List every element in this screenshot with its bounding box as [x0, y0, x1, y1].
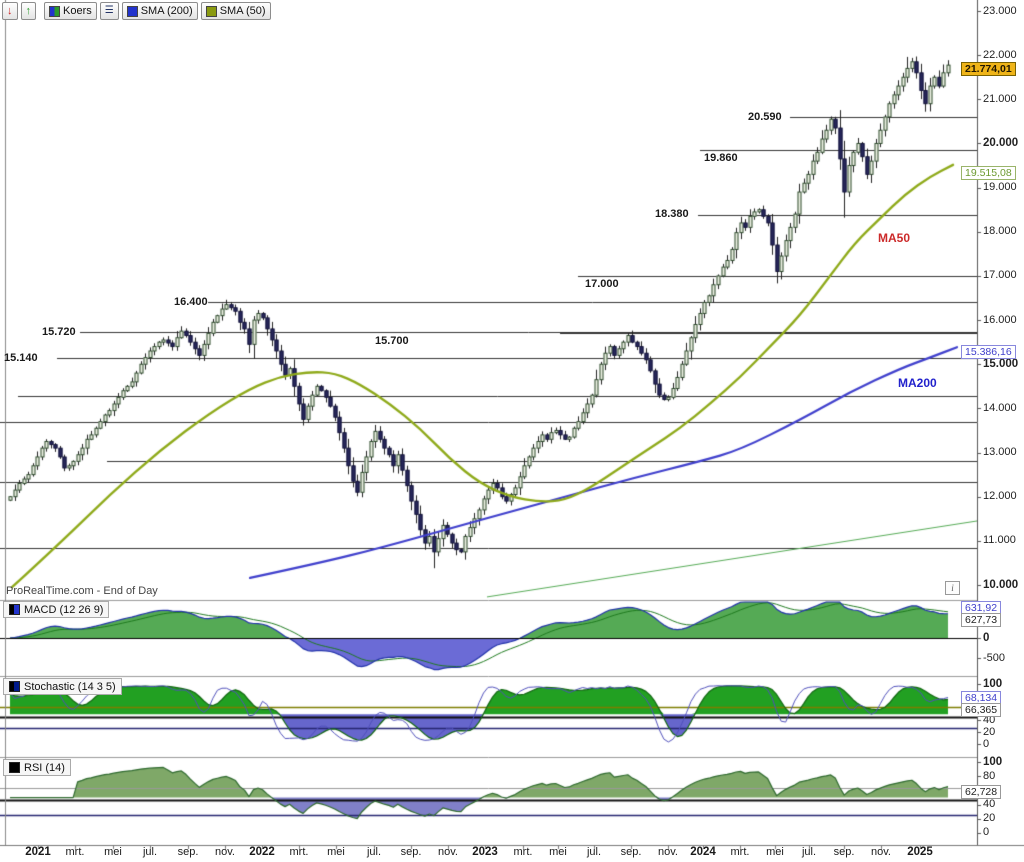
rsi-swatch-icon: [9, 762, 20, 773]
info-icon[interactable]: i: [945, 581, 960, 595]
sma50-swatch-icon: [205, 5, 217, 17]
price-series-button[interactable]: Koers: [44, 2, 97, 20]
red-down-arrow-icon: ↓: [7, 5, 13, 17]
price-series-icon: [49, 5, 60, 17]
rsi-indicator-chip[interactable]: RSI (14): [3, 759, 71, 776]
list-menu-button[interactable]: ☰: [99, 2, 119, 20]
rsi-indicator-label: RSI (14): [24, 761, 65, 774]
stochastic-indicator-chip[interactable]: Stochastic (14 3 5): [3, 678, 122, 695]
macd-indicator-label: MACD (12 26 9): [24, 603, 104, 616]
sma50-label: SMA (50): [219, 5, 266, 17]
scroll-up-button[interactable]: ↑: [20, 2, 36, 20]
macd-swatch-icon: [9, 604, 20, 615]
sma200-button[interactable]: SMA (200): [121, 2, 198, 20]
scroll-down-button[interactable]: ↓: [2, 2, 18, 20]
green-up-arrow-icon: ↑: [25, 5, 32, 17]
stochastic-indicator-label: Stochastic (14 3 5): [24, 680, 116, 693]
macd-indicator-chip[interactable]: MACD (12 26 9): [3, 601, 110, 618]
toolbar: ↓ ↑ Koers ☰ SMA (200) SMA (50): [2, 2, 271, 20]
price-series-label: Koers: [63, 5, 92, 17]
sma200-label: SMA (200): [140, 5, 193, 17]
list-icon: ☰: [104, 5, 114, 16]
sma200-swatch-icon: [126, 5, 138, 17]
stochastic-swatch-icon: [9, 681, 20, 692]
sma50-button[interactable]: SMA (50): [200, 2, 271, 20]
